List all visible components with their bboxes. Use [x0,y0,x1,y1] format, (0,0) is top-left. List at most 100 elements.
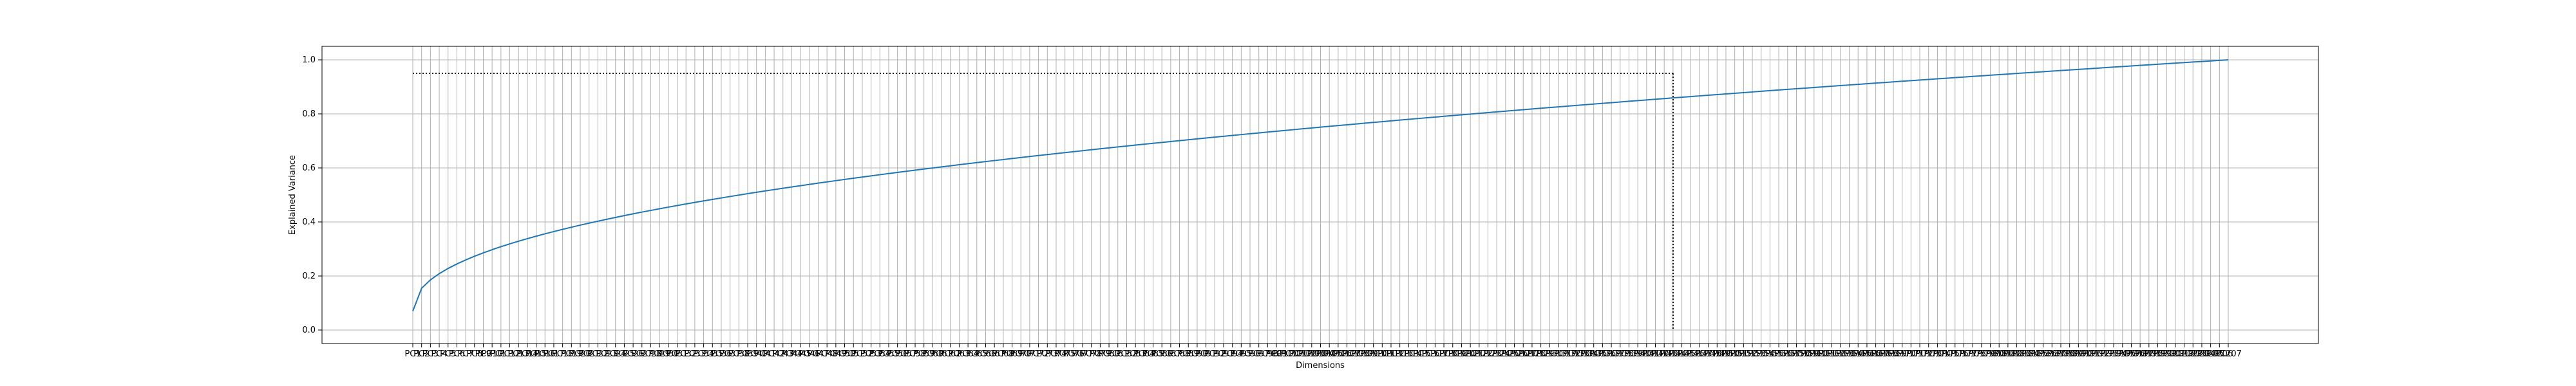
y-tick-label: 0.8 [302,109,316,119]
x-gridlines [412,46,2229,344]
x-tick-label: PC32 [675,349,696,359]
x-tick-label: PC82 [1116,349,1137,359]
x-tick-label: PC38 [728,349,750,359]
x-tick-label: PC74 [1045,349,1066,359]
x-tick-label: PC34 [693,349,714,359]
x-tick-label: PC140 [1624,349,1651,359]
x-tick-label: PC158 [1783,349,1810,359]
x-tick-label: PC101 [1281,349,1308,359]
x-tick-label: PC29 [649,349,670,359]
x-tick-label: PC153 [1739,349,1766,359]
x-tick-label: PC178 [1959,349,1986,359]
x-tick-label: PC5 [440,349,456,359]
x-tick-label: PC44 [781,349,802,359]
x-tick-label: PC79 [1090,349,1111,359]
x-axis-label: Dimensions [1296,361,1345,371]
x-tick-label: PC42 [763,349,784,359]
x-tick-label: PC170 [1889,349,1916,359]
x-tick-label: PC187 [2038,349,2065,359]
x-tick-label: PC200 [2153,349,2180,359]
x-tick-label: PC83 [1124,349,1146,359]
x-tick-label: PC6 [449,349,465,359]
x-tick-label: PC129 [1528,349,1555,359]
x-tick-label: PC25 [614,349,635,359]
x-tick-label: PC198 [2136,349,2163,359]
x-tick-label: PC64 [957,349,978,359]
x-tick-label: PC145 [1669,349,1696,359]
x-tick-label: PC194 [2100,349,2127,359]
x-tick-label: PC70 [1010,349,1031,359]
x-tick-label: PC15 [526,349,547,359]
x-tick-label: PC55 [878,349,899,359]
x-tick-label: PC118 [1430,349,1457,359]
x-tick-label: PC104 [1307,349,1334,359]
x-tick-label: PC206 [2206,349,2233,359]
x-tick-label: PC85 [1142,349,1164,359]
x-tick-label: PC108 [1342,349,1369,359]
x-tick-label: PC81 [1107,349,1128,359]
x-tick-label: PC73 [1037,349,1058,359]
x-tick-label: PC61 [931,349,952,359]
x-tick-label: PC9 [475,349,491,359]
threshold-lines [413,73,1674,330]
x-tick-label: PC142 [1642,349,1669,359]
x-tick-label: PC183 [2003,349,2031,359]
x-tick-label: PC26 [622,349,643,359]
x-tick-label: PC151 [1721,349,1748,359]
x-tick-label: PC103 [1298,349,1325,359]
x-tick-label: PC134 [1571,349,1598,359]
x-tick-label: PC156 [1765,349,1792,359]
x-tick-label: PC99 [1265,349,1287,359]
x-tick-label: PC80 [1098,349,1119,359]
x-tick-label: PC40 [746,349,767,359]
x-tick-label: PC43 [772,349,793,359]
x-tick-label: PC48 [816,349,837,359]
x-tick-label: PC72 [1028,349,1049,359]
x-tick-label: PC106 [1325,349,1352,359]
x-tick-label: PC1 [404,349,421,359]
x-tick-label: PC96 [1239,349,1260,359]
x-tick-label: PC71 [1019,349,1040,359]
x-tick-label: PC88 [1169,349,1190,359]
x-tick-label: PC114 [1395,349,1422,359]
x-tick-label: PC94 [1222,349,1243,359]
x-tick-label: PC24 [605,349,626,359]
x-tick-label: PC95 [1231,349,1252,359]
x-tick-label: PC107 [1334,349,1361,359]
x-tick-label: PC30 [658,349,679,359]
x-tick-label: PC190 [2065,349,2092,359]
x-tick-label: PC143 [1651,349,1678,359]
x-tick-label: PC150 [1712,349,1739,359]
x-tick-label: PC27 [631,349,652,359]
x-tick-label: PC124 [1483,349,1510,359]
x-tick-label: PC115 [1404,349,1431,359]
x-tick-label: PC68 [992,349,1014,359]
x-tick-label: PC191 [2074,349,2101,359]
x-tick-label: PC57 [896,349,917,359]
x-tick-label: PC121 [1457,349,1484,359]
x-tick-label: PC97 [1248,349,1269,359]
x-tick-label: PC167 [1862,349,1889,359]
x-tick-label: PC47 [808,349,829,359]
x-tick-label: PC75 [1054,349,1075,359]
y-tick-label: 1.0 [302,55,316,65]
cumulative-variance-line [412,59,2229,311]
x-tick-label: PC4 [431,349,447,359]
x-tick-label: PC52 [851,349,873,359]
x-tick-label: PC116 [1413,349,1440,359]
x-tick-label: PC50 [834,349,855,359]
x-tick-label: PC148 [1695,349,1722,359]
x-tick-label: PC19 [561,349,582,359]
x-tick-label: PC33 [684,349,705,359]
x-tick-label: PC196 [2118,349,2145,359]
x-tick-label: PC172 [1906,349,1933,359]
x-tick-label: PC132 [1554,349,1581,359]
x-tick-label: PC67 [983,349,1005,359]
y-tick-label: 0.2 [302,271,316,281]
x-tick-label: PC90 [1186,349,1208,359]
x-tick-label: PC122 [1466,349,1493,359]
x-tick-label: PC123 [1475,349,1502,359]
x-tick-label: PC192 [2083,349,2110,359]
